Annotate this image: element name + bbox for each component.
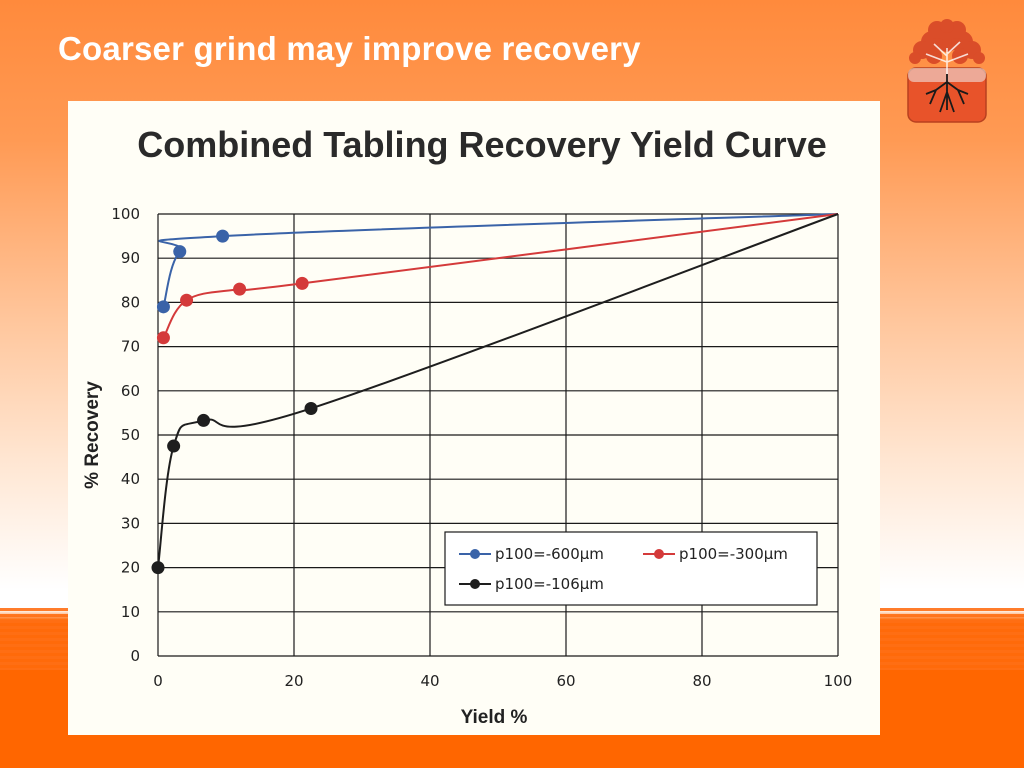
y-tick-label: 50: [121, 426, 140, 444]
y-tick-label: 100: [111, 205, 140, 223]
data-point: [216, 229, 230, 243]
y-tick-label: 80: [121, 293, 140, 311]
data-point: [180, 293, 194, 307]
series-line: [157, 213, 839, 568]
x-axis-label: Yield %: [461, 707, 528, 728]
legend-swatch-marker: [654, 549, 664, 559]
y-tick-label: 70: [121, 338, 140, 356]
y-tick-label: 0: [130, 647, 140, 665]
data-point: [304, 401, 318, 415]
legend-label: p100=-600µm: [495, 545, 604, 563]
series-line: [162, 213, 839, 339]
legend-label: p100=-300µm: [679, 545, 788, 563]
y-tick-label: 40: [121, 470, 140, 488]
chart-grid: [157, 213, 839, 657]
y-axis-label: % Recovery: [82, 381, 103, 489]
legend-swatch-marker: [470, 549, 480, 559]
data-point: [197, 413, 211, 427]
chart-series: [151, 213, 839, 575]
tree-roots-logo-icon: [904, 18, 990, 126]
data-point: [167, 439, 181, 453]
data-point: [233, 282, 247, 296]
x-tick-label: 40: [420, 672, 439, 690]
legend-label: p100=-106µm: [495, 575, 604, 593]
chart-panel: Combined Tabling Recovery Yield Curve 0 1…: [68, 101, 880, 735]
y-tick-label: 20: [121, 559, 140, 577]
data-point: [156, 331, 170, 345]
data-point: [173, 245, 187, 259]
x-tick-label: 100: [824, 672, 853, 690]
data-point: [156, 300, 170, 314]
slide-title: Coarser grind may improve recovery: [58, 30, 641, 67]
legend-swatch-marker: [470, 579, 480, 589]
data-point: [151, 561, 165, 575]
y-tick-label: 60: [121, 382, 140, 400]
x-tick-label: 80: [692, 672, 711, 690]
y-tick-label: 10: [121, 603, 140, 621]
x-tick-label: 60: [556, 672, 575, 690]
chart-svg: Combined Tabling Recovery Yield Curve 0 1…: [82, 124, 852, 728]
data-point: [295, 276, 309, 290]
x-tick-label: 20: [284, 672, 303, 690]
legend-box: [444, 531, 818, 606]
y-tick-label: 30: [121, 514, 140, 532]
chart-ticks: 0 10 20 30 40 50 60 70 80 90 100 0 20 40 60 80 100: [111, 205, 852, 690]
x-tick-label: 0: [153, 672, 163, 690]
y-tick-label: 90: [121, 249, 140, 267]
chart-legend: p100=-600µm p100=-300µm p100=-106µm: [444, 531, 818, 606]
chart-title: Combined Tabling Recovery Yield Curve: [137, 124, 827, 165]
